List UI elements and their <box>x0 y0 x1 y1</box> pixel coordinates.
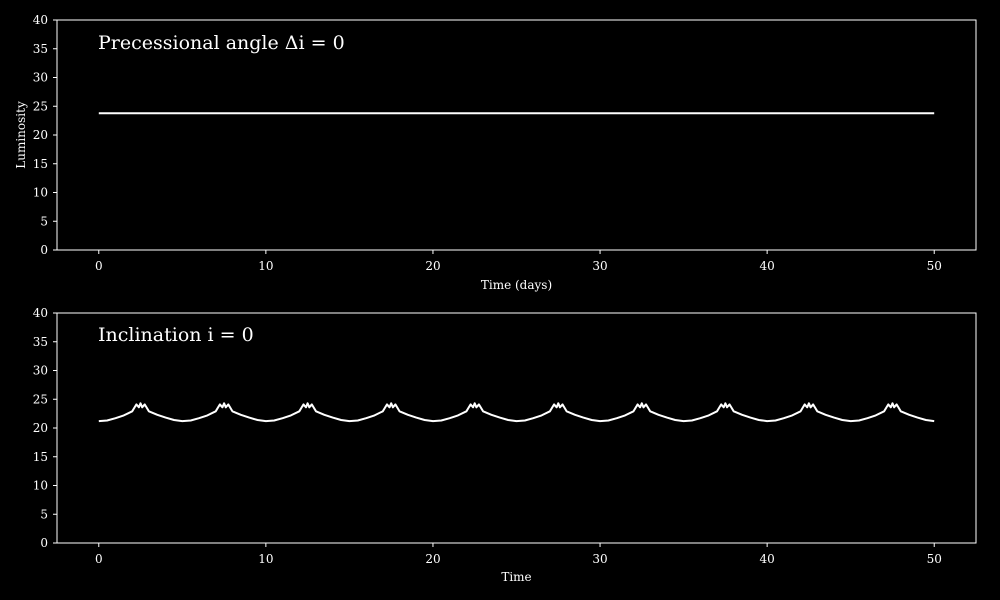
x-tick-label: 40 <box>759 259 774 273</box>
y-tick-label: 30 <box>33 364 48 378</box>
x-tick-label: 20 <box>425 552 440 566</box>
x-axis-label: Time (days) <box>481 278 552 292</box>
luminosity-line <box>98 402 935 423</box>
x-tick-label: 0 <box>95 259 103 273</box>
y-tick-label: 25 <box>33 392 48 406</box>
y-tick-label: 0 <box>40 243 48 257</box>
y-tick-label: 5 <box>40 214 48 228</box>
series-group <box>98 402 935 423</box>
x-tick-label: 30 <box>592 552 607 566</box>
x-tick-label: 40 <box>759 552 774 566</box>
y-tick-label: 15 <box>33 450 48 464</box>
x-tick-label: 10 <box>258 259 273 273</box>
x-tick-label: 20 <box>425 259 440 273</box>
y-tick-label: 35 <box>33 335 48 349</box>
y-tick-label: 40 <box>33 13 48 27</box>
plot-area-frame <box>56 312 977 544</box>
plot-area-frame <box>56 19 977 251</box>
panel-title: Precessional angle Δi = 0 <box>98 32 345 54</box>
x-tick-label: 0 <box>95 552 103 566</box>
y-axis-label: Luminosity <box>14 101 28 169</box>
y-tick-label: 10 <box>33 186 48 200</box>
x-axis-label: Time <box>501 570 531 584</box>
x-axis-ticks: 0 10 20 30 40 50 <box>95 250 942 273</box>
x-axis-ticks: 0 10 20 30 40 50 <box>95 543 942 566</box>
x-tick-label: 50 <box>927 259 942 273</box>
y-tick-label: 35 <box>33 42 48 56</box>
x-tick-label: 50 <box>927 552 942 566</box>
y-tick-label: 0 <box>40 536 48 550</box>
y-tick-label: 30 <box>33 71 48 85</box>
inclination-panel: 0 5 10 15 20 25 30 35 40 0 10 20 30 40 50 Inclination… <box>33 306 977 584</box>
x-tick-label: 30 <box>592 259 607 273</box>
panel-title: Inclination i = 0 <box>98 324 254 346</box>
y-tick-label: 25 <box>33 99 48 113</box>
x-tick-label: 10 <box>258 552 273 566</box>
y-tick-label: 20 <box>33 128 48 142</box>
y-tick-label: 10 <box>33 479 48 493</box>
y-tick-label: 40 <box>33 306 48 320</box>
y-tick-label: 15 <box>33 157 48 171</box>
y-axis-ticks: 0 5 10 15 20 25 30 35 40 <box>33 306 57 550</box>
y-tick-label: 20 <box>33 421 48 435</box>
y-tick-label: 5 <box>40 507 48 521</box>
y-axis-ticks: 0 5 10 15 20 25 30 35 40 <box>33 13 57 257</box>
precession-panel: 0 5 10 15 20 25 30 35 40 0 10 20 30 40 50 Precessiona… <box>14 13 977 292</box>
